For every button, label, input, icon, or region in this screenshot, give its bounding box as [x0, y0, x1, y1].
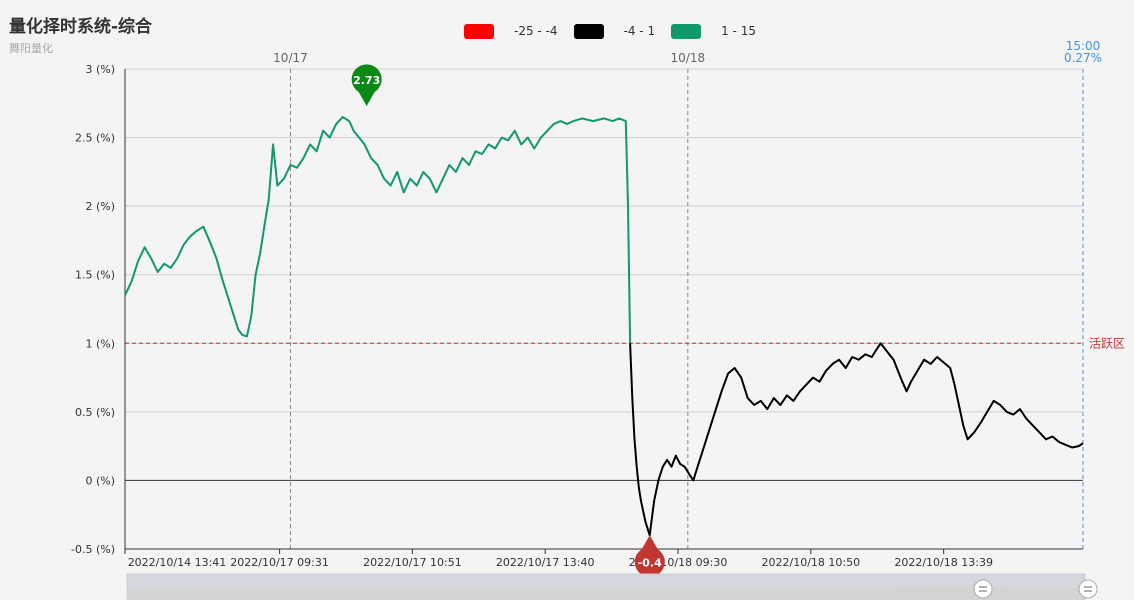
y-tick-label: 1.5 (%) [75, 269, 115, 282]
x-tick-label: 2022/10/18 13:39 [894, 556, 993, 569]
max-point-marker: 2.73 [351, 64, 382, 107]
pin-shape [634, 535, 665, 577]
y-tick-label: -0.5 (%) [71, 543, 115, 556]
legend-item-green[interactable]: 1 - 15 [671, 23, 756, 39]
pin-label: -0.4 [638, 556, 662, 569]
legend-label: -25 - -4 [514, 24, 558, 38]
x-tick-label: 2022/10/17 13:40 [496, 556, 595, 569]
zoom-handle[interactable] [973, 579, 993, 599]
legend: -25 - -4 -4 - 1 1 - 15 [464, 22, 772, 40]
y-tick-label: 0.5 (%) [75, 406, 115, 419]
y-tick-label: 2 (%) [85, 200, 115, 213]
day-marker-label: 10/17 [273, 51, 308, 65]
threshold-label: 活跃区 [1089, 336, 1125, 350]
series-line-0 [124, 116, 632, 344]
y-tick-label: 3 (%) [85, 63, 115, 76]
chart-title: 量化择时系统-综合 [9, 17, 153, 37]
zoom-handle-circle [1078, 579, 1098, 599]
x-tick-label: 2022/10/14 13:41 [128, 556, 227, 569]
x-tick-label: 2022/10/17 10:51 [363, 556, 462, 569]
series [124, 116, 1084, 537]
pin-shape [351, 64, 382, 107]
markers: 2.73 -0.4 [351, 64, 665, 577]
grid [125, 68, 1084, 550]
min-point-marker: -0.4 [634, 535, 665, 577]
day-marker-label: 10/18 [671, 51, 706, 65]
legend-swatch-black [573, 23, 604, 39]
legend-label: -4 - 1 [623, 24, 656, 38]
end-marker-value: 0.27% [1064, 51, 1102, 65]
legend-label: 1 - 15 [721, 24, 756, 38]
x-tick-label: 2022/10/17 09:31 [230, 556, 329, 569]
legend-item-black[interactable]: -4 - 1 [573, 23, 656, 39]
chart-subtitle: 舞阳量化 [9, 42, 53, 55]
end-marker-time: 15:00 [1066, 39, 1101, 53]
legend-swatch-red [464, 23, 494, 39]
series-line-1 [629, 342, 1084, 537]
legend-item-red[interactable]: -25 - -4 [464, 23, 558, 39]
y-tick-label: 0 (%) [85, 474, 115, 487]
zoom-preview [127, 586, 1085, 600]
zoom-handle-circle [973, 579, 993, 599]
axes: -0.5 (%) 0 (%) 0.5 (%) 1 (%) 1.5 (%) 2 (%) 2.5… [71, 39, 1125, 569]
data-zoom-slider[interactable] [126, 573, 1098, 600]
y-tick-label: 2.5 (%) [75, 132, 115, 145]
zoom-handle[interactable] [1078, 579, 1098, 599]
legend-swatch-green [671, 23, 702, 39]
y-tick-label: 1 (%) [85, 337, 115, 350]
pin-label: 2.73 [353, 74, 380, 87]
x-tick-label: 2022/10/18 10:50 [762, 556, 861, 569]
